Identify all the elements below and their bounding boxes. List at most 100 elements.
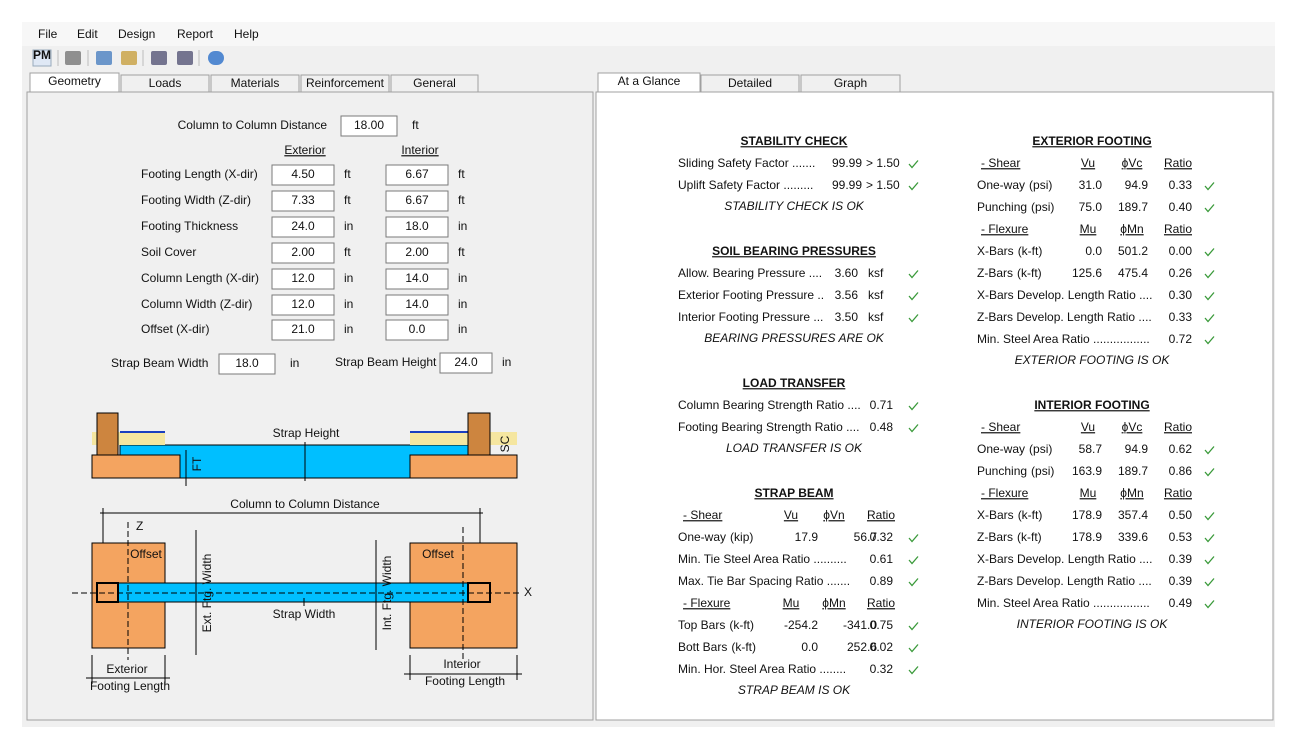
row-label: Min. Tie Steel Area Ratio .......... [678, 552, 847, 566]
row-value: 357.4 [1118, 508, 1148, 522]
check-mark [908, 160, 919, 169]
row-label: Z-Bars [977, 266, 1013, 280]
diagram-label: Exterior [106, 662, 147, 676]
diagram-label: Footing Length [90, 679, 170, 693]
table-header: ϕMn [1120, 222, 1143, 236]
row-limit: > 1.50 [866, 156, 900, 170]
table-header: Vu [1081, 420, 1095, 434]
section-title: STABILITY CHECK [741, 134, 848, 148]
check-mark [908, 424, 919, 433]
input-value[interactable]: 2.00 [291, 245, 315, 259]
row-value: 99.99 [832, 156, 862, 170]
row-value: 0.61 [870, 552, 894, 566]
input-value[interactable]: 18.00 [354, 118, 384, 132]
input-value[interactable]: 14.0 [405, 297, 429, 311]
unit-label: in [458, 219, 467, 233]
diagram-label: Strap Width [273, 607, 336, 621]
tab-label[interactable]: Loads [149, 76, 182, 90]
row-label: Uplift Safety Factor ......... [678, 178, 813, 192]
input-value[interactable]: 18.0 [235, 356, 259, 370]
tab-label[interactable]: Graph [834, 76, 867, 90]
input-value[interactable]: 14.0 [405, 271, 429, 285]
tab-label[interactable]: General [413, 76, 456, 90]
axis-label: Z [136, 519, 143, 533]
unit-label: (k-ft) [731, 640, 756, 654]
row-label: Min. Steel Area Ratio ................. [977, 596, 1150, 610]
row-value: 0.48 [870, 420, 894, 434]
unit-label: ft [458, 167, 465, 181]
input-box [271, 190, 335, 212]
menu-item[interactable]: Edit [77, 27, 98, 41]
input-value[interactable]: 12.0 [291, 297, 315, 311]
toolbar-button [96, 51, 112, 65]
menu-item[interactable]: Report [177, 27, 214, 41]
row-label: X-Bars Develop. Length Ratio .... [977, 552, 1152, 566]
unit-label: ft [344, 193, 351, 207]
menu-item[interactable]: File [38, 27, 58, 41]
row-value: 0.53 [1169, 530, 1193, 544]
unit-label: (psi) [1029, 442, 1052, 456]
input-value[interactable]: 0.0 [409, 322, 426, 336]
input-value[interactable]: 4.50 [291, 167, 315, 181]
row-value: 58.7 [1079, 442, 1103, 456]
field-label: Footing Width (Z-dir) [141, 193, 251, 207]
row-label: One-way [977, 442, 1025, 456]
section-status: STRAP BEAM IS OK [738, 683, 851, 697]
tab [29, 72, 120, 93]
section-title: LOAD TRANSFER [743, 376, 846, 390]
input-box [385, 190, 449, 212]
input-value[interactable]: 21.0 [291, 322, 315, 336]
menu-item[interactable]: Help [234, 27, 259, 41]
tab-label[interactable]: At a Glance [618, 74, 681, 88]
row-value: 94.9 [1125, 442, 1149, 456]
input-box [218, 353, 276, 375]
check-mark [908, 622, 919, 631]
table-header: Mu [1080, 486, 1097, 500]
input-box [385, 268, 449, 290]
unit-label: (k-ft) [1017, 266, 1042, 280]
row-label: Column Bearing Strength Ratio .... [678, 398, 861, 412]
check-mark [1204, 512, 1215, 521]
unit-label: (k-ft) [729, 618, 754, 632]
row-label: Punching [977, 464, 1027, 478]
row-value: 0.33 [1169, 178, 1193, 192]
toolbar-icon-label[interactable]: PM [33, 48, 51, 62]
unit-label: in [458, 322, 467, 336]
diagram-label: FT [190, 456, 204, 471]
tab-label[interactable]: Materials [231, 76, 280, 90]
row-value: 0.33 [1169, 310, 1193, 324]
diagram-label: Ext. Ftg. Width [200, 554, 214, 633]
input-value[interactable]: 2.00 [405, 245, 429, 259]
unit-label: ft [344, 167, 351, 181]
unit-label: (k-ft) [1017, 530, 1042, 544]
input-value[interactable]: 7.33 [291, 193, 315, 207]
check-mark [908, 666, 919, 675]
input-value[interactable]: 24.0 [454, 355, 478, 369]
row-value: 0.32 [870, 662, 894, 676]
row-label: Exterior Footing Pressure .. [678, 288, 824, 302]
input-value[interactable]: 6.67 [405, 167, 429, 181]
tab-label[interactable]: Detailed [728, 76, 772, 90]
table-header: ϕVc [1122, 420, 1143, 434]
row-value: 0.72 [1169, 332, 1193, 346]
table-header: - Shear [981, 420, 1020, 434]
input-box [340, 115, 398, 137]
tab-label[interactable]: Geometry [48, 74, 101, 88]
check-mark [1204, 292, 1215, 301]
diagram-label: Interior [443, 657, 480, 671]
row-label: Min. Hor. Steel Area Ratio ........ [678, 662, 846, 676]
check-mark [1204, 204, 1215, 213]
input-value[interactable]: 6.67 [405, 193, 429, 207]
input-value[interactable]: 12.0 [291, 271, 315, 285]
input-value[interactable]: 24.0 [291, 219, 315, 233]
row-label: X-Bars Develop. Length Ratio .... [977, 288, 1152, 302]
menu-item[interactable]: Design [118, 27, 155, 41]
row-value: -341.0 [843, 618, 877, 632]
row-value: 0.26 [1169, 266, 1193, 280]
input-value[interactable]: 18.0 [405, 219, 429, 233]
table-header: Mu [783, 596, 800, 610]
tab-label[interactable]: Reinforcement [306, 76, 385, 90]
unit-label: (psi) [1031, 200, 1054, 214]
tab [390, 74, 479, 93]
